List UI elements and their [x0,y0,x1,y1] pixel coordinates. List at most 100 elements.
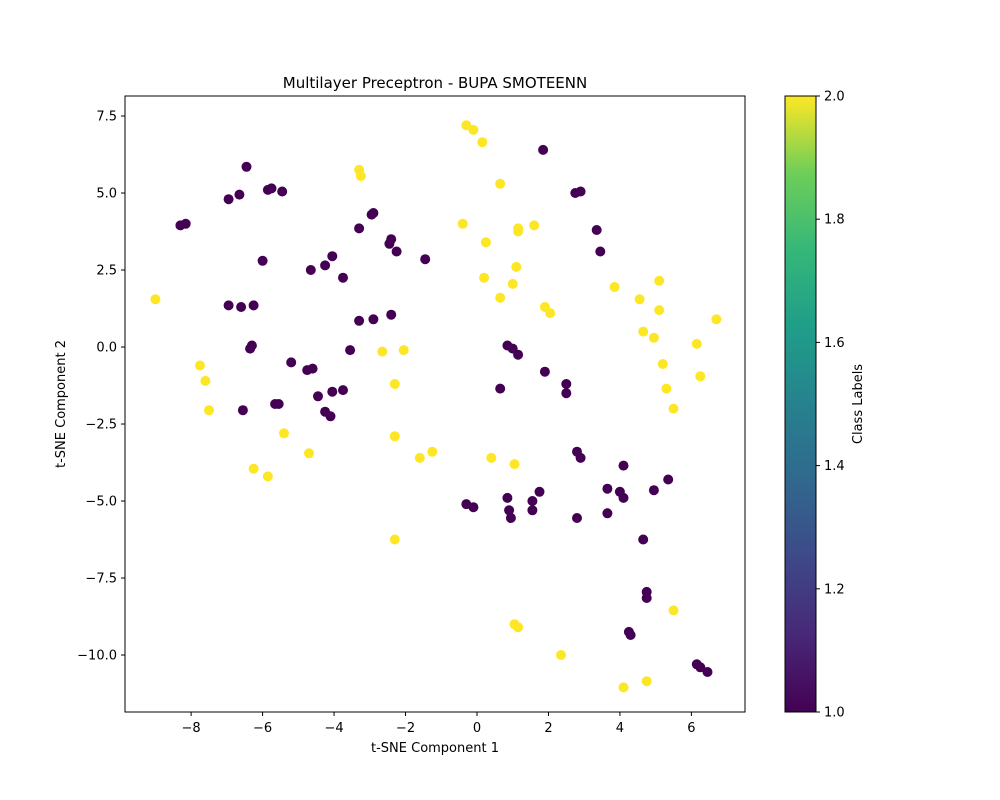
scatter-point-class-2 [377,346,388,357]
scatter-point-class-2 [389,534,400,545]
chart-title: Multilayer Preceptron - BUPA SMOTEENN [283,74,587,92]
scatter-point-class-1 [502,492,513,503]
scatter-point-class-2 [641,676,652,687]
scatter-point-class-2 [711,314,722,325]
scatter-point-class-1 [641,593,652,603]
scatter-point-class-1 [338,385,348,396]
x-tick-label: 0 [473,721,481,736]
scatter-point-class-2 [480,237,491,248]
scatter-point-class-1 [354,223,365,234]
scatter-point-class-1 [277,186,288,197]
scatter-point-class-2 [654,305,665,316]
scatter-point-class-2 [427,446,438,457]
scatter-point-class-2 [457,218,468,229]
scatter-point-class-1 [575,186,586,197]
scatter-point-class-1 [561,388,572,399]
scatter-point-class-2 [262,471,273,482]
scatter-point-class-1 [513,349,524,360]
scatter-point-class-1 [527,496,538,506]
scatter-point-class-2 [398,345,409,356]
x-tick-label: 6 [687,721,695,736]
scatter-point-class-2 [509,459,520,470]
scatter-point-class-1 [307,363,318,374]
scatter-point-class-1 [572,513,582,523]
colorbar-tick-label: 1.6 [824,336,845,351]
x-tick-label: −2 [396,721,415,736]
scatter-point-class-1 [327,251,338,262]
x-tick-label: −6 [253,721,272,736]
scatter-point-class-1 [368,208,379,218]
scatter-point-class-1 [538,144,549,155]
scatter-point-class-1 [495,383,506,394]
scatter-point-class-1 [534,486,545,497]
scatter-point-class-1 [618,492,629,503]
x-tick-label: 4 [616,721,624,736]
scatter-point-class-2 [654,275,665,286]
y-axis-ticks: 7.5 5.0 2.5 0.0 −2.5 −5.0 −7.5 −10.0 [77,110,125,664]
scatter-point-class-1 [468,502,479,513]
scatter-point-class-1 [354,315,365,326]
plot-frame [124,95,746,713]
x-axis-label: t-SNE Component 1 [371,741,499,756]
x-axis-ticks: −8 −6 −4 −2 0 2 4 6 [182,712,696,736]
scatter-point-class-2 [495,292,506,303]
scatter-point-class-1 [648,485,659,496]
scatter-point-class-2 [355,171,366,182]
scatter-point-class-1 [325,411,336,422]
colorbar-tick-label: 1.4 [824,459,845,474]
scatter-point-class-1 [420,254,431,265]
scatter-point-class-1 [345,345,356,356]
scatter-point-class-2 [609,282,620,292]
y-tick-label: −10.0 [77,649,117,664]
scatter-point-class-1 [246,340,257,351]
scatter-point-class-2 [513,223,524,234]
scatter-point-class-1 [320,260,331,271]
scatter-point-class-1 [338,272,348,283]
scatter-point-class-1 [504,505,515,516]
scatter-point-class-1 [266,183,277,194]
scatter-point-class-2 [150,294,161,305]
scatter-point-class-2 [634,294,645,305]
x-tick-label: −8 [182,721,201,736]
scatter-point-class-1 [257,255,268,266]
scatter-point-class-2 [389,379,400,389]
scatter-point-class-1 [386,309,397,320]
colorbar-tick-label: 1.0 [824,706,845,721]
colorbar-tick-label: 1.8 [824,213,845,228]
scatter-point-class-1 [505,513,516,523]
y-tick-label: 7.5 [96,110,117,125]
scatter-point-class-2 [507,278,518,289]
y-tick-label: 2.5 [96,264,117,279]
colorbar-ticks: 1.0 1.2 1.4 1.6 1.8 2.0 [816,90,845,721]
scatter-point-class-2 [638,326,649,337]
scatter-point-class-1 [305,265,316,275]
scatter-point-class-1 [625,630,636,640]
scatter-point-class-2 [468,124,479,135]
scatter-point-class-1 [327,386,338,397]
x-tick-label: −4 [324,721,343,736]
y-axis-label: t-SNE Component 2 [54,340,69,468]
scatter-point-class-2 [479,272,490,283]
scatter-point-class-2 [668,403,679,414]
scatter-point-class-2 [486,452,497,463]
scatter-point-class-1 [539,366,550,377]
y-tick-label: 5.0 [96,187,117,202]
scatter-point-class-1 [313,391,323,402]
scatter-point-class-1 [286,357,297,368]
scatter-point-class-1 [223,300,234,311]
x-tick-label: 2 [544,721,552,736]
scatter-point-class-1 [527,505,538,516]
scatter-point-class-1 [561,379,572,389]
scatter-point-class-2 [661,383,672,394]
y-tick-label: −2.5 [85,418,117,433]
y-tick-label: −7.5 [85,572,117,587]
scatter-point-class-2 [477,137,488,148]
scatter-point-class-2 [695,371,706,382]
colorbar-tick-label: 1.2 [824,582,845,597]
scatter-point-class-2 [513,622,524,633]
scatter-point-class-2 [389,431,400,442]
colorbar-label: Class Labels [851,364,866,444]
scatter-point-class-2 [511,261,522,272]
y-tick-label: 0.0 [96,341,117,356]
